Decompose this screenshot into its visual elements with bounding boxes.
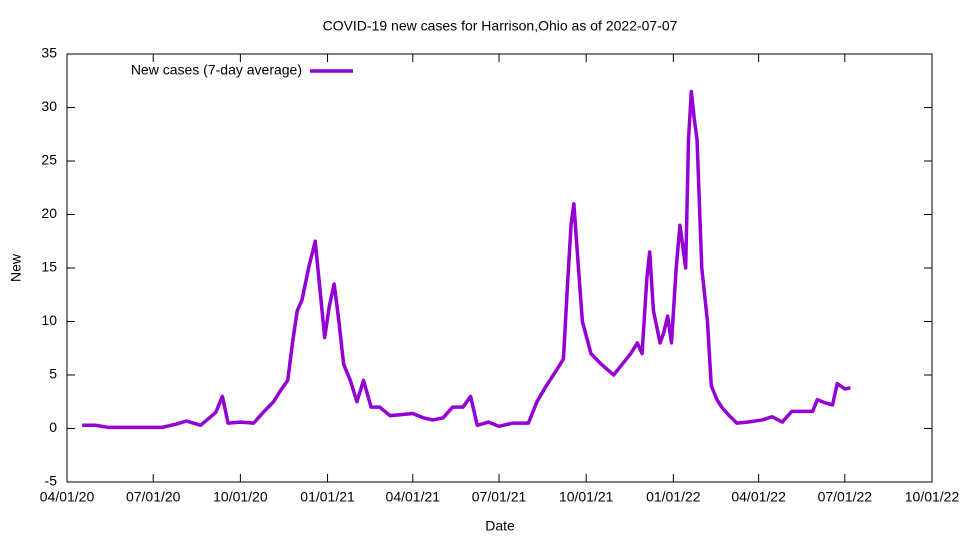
y-tick-label: 20 — [41, 205, 57, 221]
y-tick-label: 15 — [41, 259, 57, 275]
x-tick-label: 01/01/21 — [300, 489, 355, 505]
chart-title: COVID-19 new cases for Harrison,Ohio as … — [323, 18, 678, 34]
x-tick-label: 04/01/21 — [386, 489, 441, 505]
y-axis-label: New — [8, 253, 24, 282]
legend-label: New cases (7-day average) — [131, 62, 302, 78]
y-tick-label: 35 — [41, 45, 57, 61]
y-tick-label: -5 — [45, 473, 58, 489]
x-tick-label: 10/01/21 — [559, 489, 614, 505]
x-tick-label: 07/01/21 — [472, 489, 527, 505]
y-tick-label: 5 — [49, 366, 57, 382]
x-tick-label: 07/01/20 — [126, 489, 181, 505]
y-tick-label: 0 — [49, 419, 57, 435]
x-axis-label: Date — [485, 518, 515, 534]
y-tick-label: 30 — [41, 98, 57, 114]
x-tick-label: 04/01/22 — [731, 489, 786, 505]
x-tick-label: 01/01/22 — [646, 489, 701, 505]
x-tick-label: 10/01/22 — [905, 489, 960, 505]
x-tick-label: 10/01/20 — [213, 489, 268, 505]
y-tick-label: 10 — [41, 312, 57, 328]
x-tick-label: 04/01/20 — [40, 489, 95, 505]
plot-frame — [66, 53, 933, 483]
y-tick-label: 25 — [41, 152, 57, 168]
data-line — [82, 89, 851, 430]
x-tick-label: 07/01/22 — [818, 489, 873, 505]
